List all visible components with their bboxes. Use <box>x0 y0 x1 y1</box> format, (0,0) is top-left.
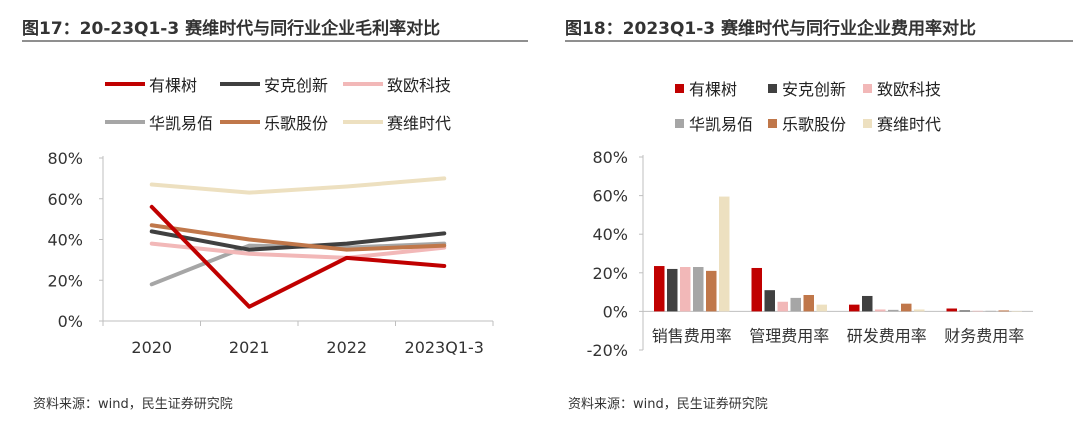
x-tick-label: 2021 <box>229 338 270 357</box>
legend-item: 华凯易佰 <box>675 111 753 135</box>
legend-item: 安克创新 <box>220 72 328 96</box>
bar <box>972 310 983 312</box>
legend-label: 华凯易佰 <box>149 114 214 133</box>
y-tick-label: 40% <box>592 225 628 244</box>
bar <box>777 301 788 312</box>
legend-label: 有棵树 <box>689 80 738 99</box>
x-tick-label: 管理费用率 <box>749 326 829 345</box>
x-tick-label: 2023Q1-3 <box>405 338 484 357</box>
x-tick-label: 研发费用率 <box>847 326 927 345</box>
y-tick-label: 60% <box>592 187 628 206</box>
bar <box>803 294 814 312</box>
series-line <box>149 204 447 309</box>
bar <box>680 267 691 312</box>
y-tick-label: 80% <box>47 149 83 168</box>
legend-label: 乐歌股份 <box>782 115 847 134</box>
bar <box>959 310 970 312</box>
legend-line-swatch <box>343 82 383 86</box>
legend-label: 安克创新 <box>264 76 329 95</box>
y-tick-label: 80% <box>592 148 628 167</box>
legend-item: 有棵树 <box>675 76 737 100</box>
title-divider <box>565 40 1073 42</box>
legend-box-swatch <box>675 118 684 128</box>
legend-label: 赛维时代 <box>877 115 942 134</box>
legend-box-swatch <box>675 83 684 93</box>
bar <box>654 266 665 312</box>
bar <box>790 297 801 312</box>
bar <box>849 304 860 312</box>
bar <box>816 304 827 312</box>
legend-item: 乐歌股份 <box>220 110 328 134</box>
source-note: 资料来源：wind，民生证券研究院 <box>33 397 233 412</box>
line-chart: 0% 20% 40% 60% 80% 2020 2021 2022 2023Q1-3 <box>47 149 494 357</box>
bar <box>706 270 717 312</box>
y-tick-label: 20% <box>47 271 83 290</box>
x-tick-label: 财务费用率 <box>944 326 1024 345</box>
series-line <box>149 229 447 252</box>
y-tick-label: 60% <box>47 190 83 209</box>
legend-item: 有棵树 <box>105 72 197 96</box>
bar <box>888 309 899 312</box>
y-tick-label: 20% <box>592 264 628 283</box>
legend-line-swatch <box>220 82 260 86</box>
y-tick-label: 0% <box>603 302 628 321</box>
series-line <box>149 241 447 260</box>
legend-label: 安克创新 <box>782 80 847 99</box>
legend-item: 赛维时代 <box>863 111 941 135</box>
legend-item: 赛维时代 <box>343 110 451 134</box>
legend-label: 乐歌股份 <box>264 114 329 133</box>
legend-line-swatch <box>220 120 260 124</box>
bar <box>901 303 912 312</box>
x-tick-label: 2022 <box>326 338 367 357</box>
y-tick-label: 40% <box>47 231 83 250</box>
expense-ratio-panel: 图18：2023Q1-3 赛维时代与同行业企业费用率对比 有棵树 安克创新 致欧… <box>555 0 1080 423</box>
legend-label: 赛维时代 <box>387 114 452 133</box>
legend-line-swatch <box>343 120 383 124</box>
legend-label: 致欧科技 <box>387 76 452 95</box>
bar-chart: -20% 0% 20% 40% 60% 80% 销售费用率 管理费用率 研发费用率 财务费用率 <box>587 148 1033 360</box>
legend-box-swatch <box>863 118 872 128</box>
x-tick-label: 销售费用率 <box>652 326 732 345</box>
bar <box>693 267 704 312</box>
source-note: 资料来源：wind，民生证券研究院 <box>568 397 768 412</box>
gross-margin-panel: 图17：20-23Q1-3 赛维时代与同行业企业毛利率对比 有棵树 安克创新 致… <box>0 0 530 423</box>
bar <box>719 196 730 312</box>
legend-item: 安克创新 <box>768 76 846 100</box>
bar <box>914 309 925 312</box>
bar <box>875 309 886 312</box>
bar <box>1011 311 1022 312</box>
legend-box-swatch <box>863 83 872 93</box>
bar <box>946 308 957 312</box>
legend-line-swatch <box>105 82 145 86</box>
legend-label: 华凯易佰 <box>689 115 754 134</box>
bar <box>751 267 762 312</box>
y-tick-label: -20% <box>587 341 628 360</box>
bar <box>667 268 678 312</box>
legend-line-swatch <box>105 120 145 124</box>
legend-box-swatch <box>768 118 777 128</box>
chart-title: 图18：2023Q1-3 赛维时代与同行业企业费用率对比 <box>565 19 977 39</box>
legend-box-swatch <box>768 83 777 93</box>
legend-label: 有棵树 <box>149 76 198 95</box>
bar <box>764 290 775 312</box>
series-line <box>149 223 447 252</box>
legend-label: 致欧科技 <box>877 80 942 99</box>
title-divider <box>22 40 528 42</box>
legend-item: 乐歌股份 <box>768 111 846 135</box>
chart-title: 图17：20-23Q1-3 赛维时代与同行业企业毛利率对比 <box>22 19 441 39</box>
x-tick-label: 2020 <box>131 338 172 357</box>
legend-item: 致欧科技 <box>343 72 451 96</box>
bar <box>985 310 996 312</box>
legend-item: 华凯易佰 <box>105 110 213 134</box>
y-tick-label: 0% <box>58 312 83 331</box>
bar <box>862 295 873 312</box>
legend-item: 致欧科技 <box>863 76 941 100</box>
series-line <box>149 176 447 195</box>
bar <box>998 310 1009 312</box>
